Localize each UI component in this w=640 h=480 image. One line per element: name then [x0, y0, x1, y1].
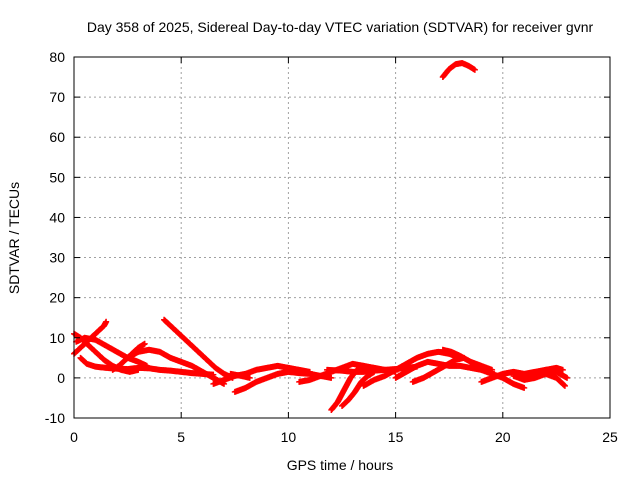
data-point	[141, 340, 148, 347]
data-point	[521, 384, 528, 391]
x-tick-label: 25	[602, 429, 618, 445]
x-tick-label: 5	[177, 429, 185, 445]
grid	[74, 57, 610, 418]
series-track-v	[521, 366, 571, 381]
data-point	[360, 362, 367, 369]
x-axis-label: GPS time / hours	[287, 457, 394, 473]
series-track-j	[227, 370, 253, 381]
series-track-i	[231, 368, 335, 395]
y-axis-label: SDTVAR / TECUs	[6, 182, 22, 294]
data-point	[103, 318, 110, 325]
y-tick-label: 30	[49, 250, 65, 266]
data-point	[561, 382, 568, 389]
series-track-w	[439, 60, 478, 81]
y-tick-label: 0	[57, 370, 65, 386]
y-tick-label: -10	[45, 410, 65, 426]
data-point	[143, 362, 150, 369]
series-track-u	[510, 370, 568, 389]
x-tick-label: 15	[388, 429, 404, 445]
data-point	[328, 374, 335, 381]
series-track-b	[71, 318, 110, 357]
data-marks	[71, 60, 571, 413]
y-tick-label: 10	[49, 330, 65, 346]
y-tick-label: 50	[49, 169, 65, 185]
data-point	[471, 66, 478, 73]
y-tick-label: 60	[49, 129, 65, 145]
series-track-n	[323, 363, 421, 375]
x-tick-label: 10	[281, 429, 297, 445]
data-point	[564, 374, 571, 381]
plot-frame	[73, 56, 611, 419]
y-tick-label: 40	[49, 209, 65, 225]
data-point	[246, 374, 253, 381]
data-point	[559, 366, 566, 373]
chart-title: Day 358 of 2025, Sidereal Day-to-day VTE…	[87, 19, 594, 35]
y-tick-label: 20	[49, 290, 65, 306]
x-tick-label: 20	[495, 429, 511, 445]
x-tick-label: 0	[70, 429, 78, 445]
series-track-f	[124, 346, 228, 387]
y-tick-label: 70	[49, 89, 65, 105]
y-tick-labels: -10 0 10 20 30 40 50 60 70 80	[45, 49, 65, 426]
y-tick-label: 80	[49, 49, 65, 65]
x-tick-labels: 0 5 10 15 20 25	[70, 429, 618, 445]
series-track-g	[161, 316, 236, 381]
axis-ticks	[73, 56, 611, 419]
